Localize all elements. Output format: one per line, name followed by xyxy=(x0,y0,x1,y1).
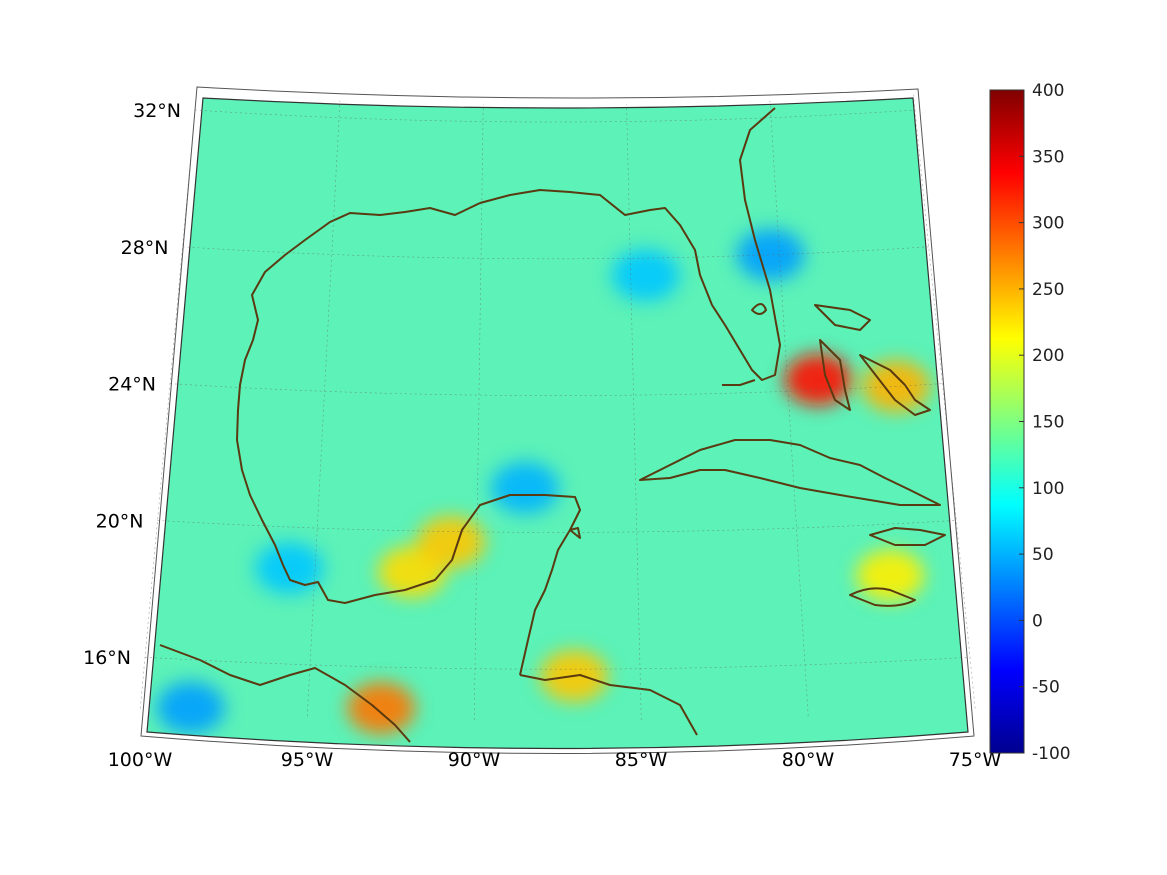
colorbar-tick-label: 50 xyxy=(1032,545,1054,565)
field-feature xyxy=(611,249,680,302)
gulf-coastline xyxy=(236,202,581,676)
central-america-coast xyxy=(519,674,698,736)
colorbar-ticks: 400 350 300 250 200 150 100 50 0 -50 -100 xyxy=(1019,81,1071,764)
lat-tick-label: 24°N xyxy=(108,374,156,396)
longitude-labels: 100°W 95°W 90°W 85°W 80°W 75°W xyxy=(108,749,1002,771)
bahamas-andros xyxy=(819,339,851,411)
colorbar-tick-label: 350 xyxy=(1032,147,1064,167)
field-feature xyxy=(255,542,324,595)
field-feature xyxy=(736,228,805,281)
colorbar: 400 350 300 250 200 150 100 50 0 -50 -100 xyxy=(989,81,1071,764)
colorbar-tick-label: -50 xyxy=(1032,678,1060,698)
map-area xyxy=(140,86,976,754)
colorbar-tick-label: -100 xyxy=(1032,744,1071,764)
lat-tick-label: 20°N xyxy=(96,510,144,532)
parallel-line xyxy=(157,520,957,533)
hispaniola-coastline xyxy=(869,527,946,546)
field-feature xyxy=(491,461,560,514)
cuba-coastline xyxy=(639,439,941,506)
field-feature xyxy=(347,682,416,735)
lon-tick-label: 95°W xyxy=(281,749,334,771)
bahamas-north xyxy=(814,304,871,331)
florida-keys xyxy=(722,379,756,386)
field-feature xyxy=(856,549,925,602)
field-feature xyxy=(784,353,853,406)
colorbar-tick-label: 300 xyxy=(1032,214,1064,234)
jamaica-coastline xyxy=(849,587,916,607)
lon-tick-label: 90°W xyxy=(448,749,501,771)
lon-tick-label: 75°W xyxy=(949,749,1002,771)
florida-lake xyxy=(751,303,767,315)
grid-lines xyxy=(140,92,976,721)
bahamas-east xyxy=(859,354,931,416)
parallel-line xyxy=(194,109,916,123)
map-frame-outer xyxy=(140,86,975,754)
field-feature xyxy=(417,515,486,568)
colorbar-tick-label: 150 xyxy=(1032,413,1064,433)
colorbar-tick-label: 0 xyxy=(1032,611,1043,631)
colorbar-bar xyxy=(989,89,1025,754)
coastlines xyxy=(159,107,946,743)
field-feature xyxy=(156,681,225,734)
meridian-line xyxy=(140,92,197,709)
colorbar-tick-label: 250 xyxy=(1032,280,1064,300)
lat-tick-label: 32°N xyxy=(133,100,181,122)
parallel-line xyxy=(169,383,943,396)
colorbar-tick-label: 200 xyxy=(1032,346,1064,366)
gulf-north-coast xyxy=(479,107,781,381)
lon-tick-label: 85°W xyxy=(615,749,668,771)
field-background xyxy=(147,98,968,749)
pacific-coast xyxy=(159,644,411,743)
yucatan-island xyxy=(569,527,581,539)
lat-tick-label: 28°N xyxy=(121,237,169,259)
lon-tick-label: 100°W xyxy=(108,749,173,771)
lat-tick-label: 16°N xyxy=(83,647,131,669)
latitude-labels: 32°N 28°N 24°N 20°N 16°N xyxy=(83,100,181,669)
colorbar-tick-label: 100 xyxy=(1032,479,1064,499)
lon-tick-label: 80°W xyxy=(782,749,835,771)
meridian-line xyxy=(912,92,976,709)
map-frame xyxy=(146,97,969,750)
colorbar-tick-label: 400 xyxy=(1032,81,1064,101)
